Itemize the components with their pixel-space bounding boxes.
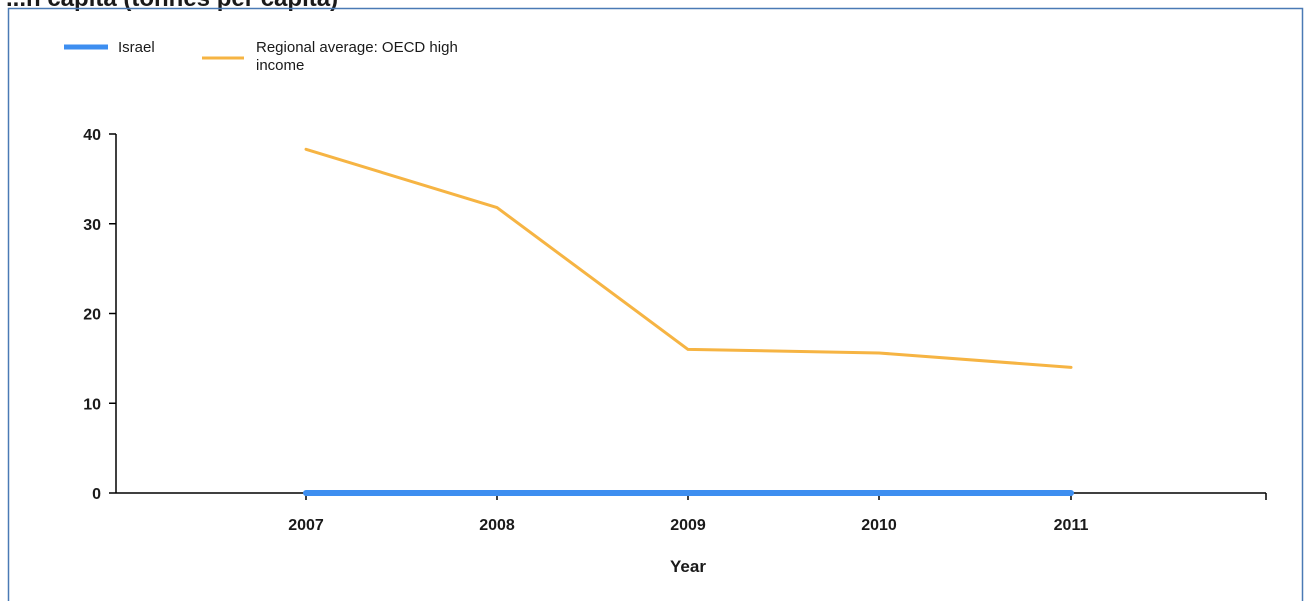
legend-item-israel: Israel [64,39,155,56]
x-tick-label: 2008 [479,517,515,534]
y-tick-label: 20 [83,307,101,324]
y-tick-label: 40 [83,127,101,144]
series-layer [303,147,1074,496]
x-tick-label: 2010 [861,517,897,534]
page-title: ...h capita (tonnes per capita) [6,0,338,12]
y-tick-label: 10 [83,396,101,413]
x-ticks: 2007 2008 2009 2010 2011 [288,493,1088,534]
legend: Israel Regional average: OECD high incom… [64,39,458,74]
y-ticks: 0 10 20 30 40 [83,127,116,503]
legend-label-oecd-line2: income [256,57,304,74]
axes [115,134,1267,500]
y-tick-label: 0 [92,486,101,503]
x-tick-label: 2011 [1054,517,1089,534]
x-tick-label: 2007 [288,517,324,534]
legend-label-oecd-line1: Regional average: OECD high [256,39,458,56]
x-axis-title: Year [670,557,706,576]
legend-label-israel: Israel [118,39,155,56]
x-tick-label: 2009 [670,517,706,534]
chart-border [7,7,1304,601]
legend-item-oecd: Regional average: OECD high income [202,39,458,74]
series-line-oecd [304,147,1073,369]
y-tick-label: 30 [83,217,101,234]
